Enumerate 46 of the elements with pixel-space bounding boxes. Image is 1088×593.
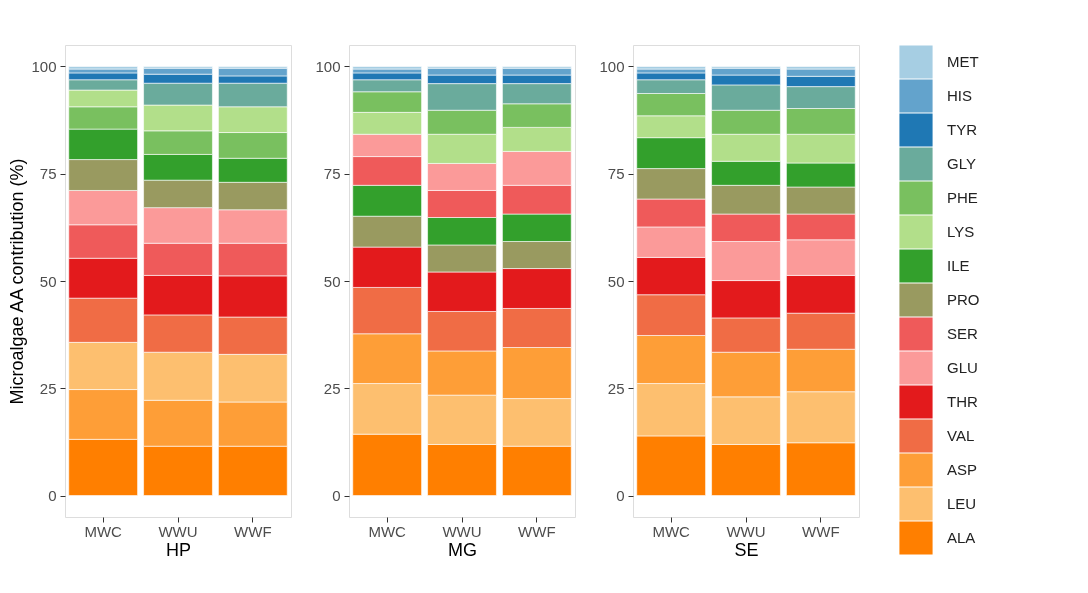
y-tick-label: 50 (607, 272, 625, 290)
legend-label: MET (947, 53, 979, 70)
x-axis-title: MG (448, 539, 477, 560)
legend-label: ALA (947, 529, 976, 546)
y-tick-label: 0 (48, 487, 57, 505)
y-tick-label: 100 (31, 57, 57, 75)
x-tick-label: WWF (802, 522, 840, 540)
y-tick-label: 100 (599, 57, 625, 75)
x-tick-label: WWU (726, 522, 766, 540)
bar (352, 66, 422, 70)
y-tick-label: 50 (323, 272, 341, 290)
y-tick-label: 75 (39, 165, 57, 183)
x-tick-label: MWC (84, 522, 123, 540)
legend-label: VAL (947, 427, 975, 444)
legend-label: HIS (947, 87, 973, 104)
x-tick-label: MWC (368, 522, 407, 540)
legend-label: GLU (947, 359, 978, 376)
legend-label: PRO (947, 291, 980, 308)
legend-label: SER (947, 325, 979, 342)
y-tick-label: 0 (332, 487, 341, 505)
x-axis-title: HP (165, 539, 192, 560)
x-tick-label: WWU (158, 522, 198, 540)
y-tick-label: 0 (616, 487, 625, 505)
x-tick-label: WWU (442, 522, 482, 540)
x-tick-label: MWC (652, 522, 691, 540)
legend-label: ILE (947, 257, 970, 274)
legend-label: TYR (947, 121, 978, 138)
y-tick-label: 25 (607, 379, 625, 397)
y-tick-label: 75 (323, 165, 341, 183)
legend-label: LYS (947, 223, 975, 240)
legend-label: PHE (947, 189, 978, 206)
y-tick-label: 25 (39, 379, 57, 397)
legend-label: LEU (947, 495, 977, 512)
x-tick-label: WWF (518, 522, 556, 540)
x-axis-title: SE (734, 539, 759, 560)
legend-label: THR (947, 393, 978, 410)
y-tick-label: 75 (607, 165, 625, 183)
y-tick-label: 50 (39, 272, 57, 290)
legend-label: GLY (947, 155, 976, 172)
bar (68, 66, 138, 70)
y-axis-title: Microalgae AA contribution (%) (7, 158, 28, 405)
x-tick-label: WWF (234, 522, 272, 540)
y-tick-label: 25 (323, 379, 341, 397)
legend-label: ASP (947, 461, 978, 478)
bar (636, 66, 706, 70)
y-tick-label: 100 (315, 57, 341, 75)
